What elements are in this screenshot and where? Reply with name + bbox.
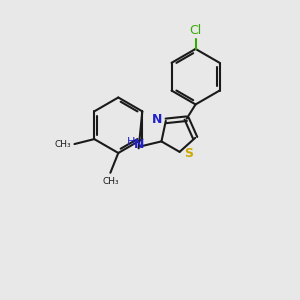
- Text: Cl: Cl: [189, 24, 202, 37]
- Text: S: S: [184, 147, 194, 161]
- Text: N: N: [134, 138, 144, 151]
- Text: H: H: [127, 137, 135, 147]
- Text: CH₃: CH₃: [55, 140, 71, 148]
- Text: CH₃: CH₃: [102, 177, 119, 186]
- Text: N: N: [152, 113, 162, 126]
